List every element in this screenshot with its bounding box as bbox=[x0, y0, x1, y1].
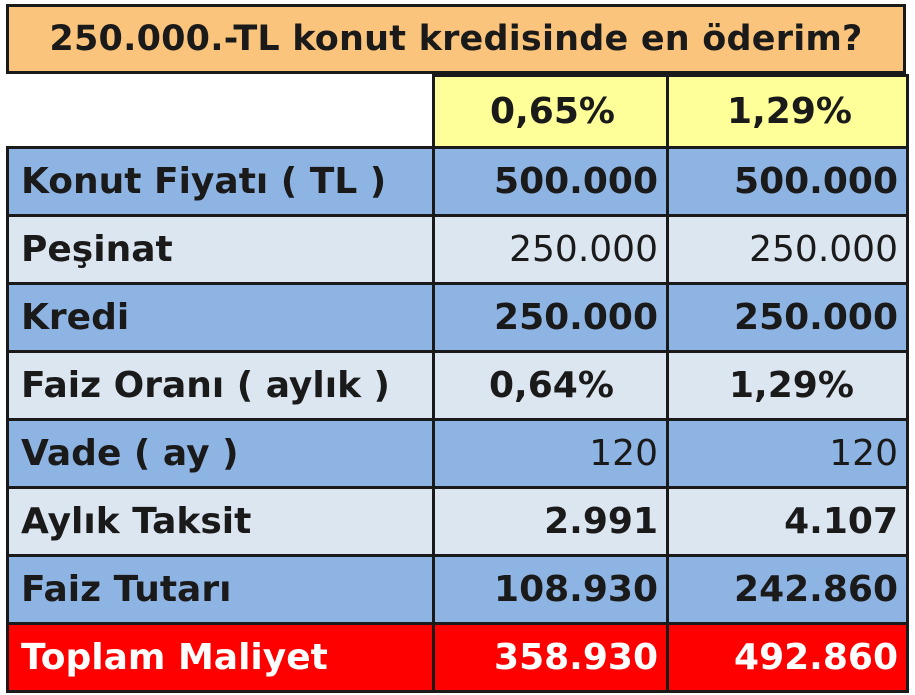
value-cell[interactable]: 120 bbox=[666, 418, 909, 489]
value-cell[interactable]: 500.000 bbox=[666, 146, 909, 217]
value-cell[interactable]: 0,64% bbox=[432, 350, 669, 421]
row-kredi: Kredi 250.000 250.000 bbox=[6, 282, 909, 353]
row-label[interactable]: Vade ( ay ) bbox=[6, 418, 435, 489]
row-toplam-maliyet: Toplam Maliyet 358.930 492.860 bbox=[6, 622, 909, 693]
row-label[interactable]: Faiz Tutarı bbox=[6, 554, 435, 625]
table-title: 250.000.-TL konut kredisinde en öderim? bbox=[6, 4, 906, 74]
row-label[interactable]: Konut Fiyatı ( TL ) bbox=[6, 146, 435, 217]
value-cell[interactable]: 500.000 bbox=[432, 146, 669, 217]
value-cell[interactable]: 2.991 bbox=[432, 486, 669, 557]
value-cell[interactable]: 250.000 bbox=[666, 282, 909, 353]
value-cell[interactable]: 250.000 bbox=[432, 282, 669, 353]
value-cell[interactable]: 250.000 bbox=[666, 214, 909, 285]
value-cell[interactable]: 492.860 bbox=[666, 622, 909, 693]
row-aylik-taksit: Aylık Taksit 2.991 4.107 bbox=[6, 486, 909, 557]
value-cell[interactable]: 250.000 bbox=[432, 214, 669, 285]
row-konut-fiyati: Konut Fiyatı ( TL ) 500.000 500.000 bbox=[6, 146, 909, 217]
rate-header-1[interactable]: 0,65% bbox=[432, 74, 669, 149]
row-vade: Vade ( ay ) 120 120 bbox=[6, 418, 909, 489]
row-label[interactable]: Peşinat bbox=[6, 214, 435, 285]
row-label[interactable]: Toplam Maliyet bbox=[6, 622, 435, 693]
row-faiz-orani: Faiz Oranı ( aylık ) 0,64% 1,29% bbox=[6, 350, 909, 421]
value-cell[interactable]: 4.107 bbox=[666, 486, 909, 557]
value-cell[interactable]: 120 bbox=[432, 418, 669, 489]
value-cell[interactable]: 242.860 bbox=[666, 554, 909, 625]
loan-comparison-table: 0,65% 1,29% Konut Fiyatı ( TL ) 500.000 … bbox=[6, 74, 909, 693]
row-faiz-tutari: Faiz Tutarı 108.930 242.860 bbox=[6, 554, 909, 625]
row-pesinat: Peşinat 250.000 250.000 bbox=[6, 214, 909, 285]
row-label[interactable]: Kredi bbox=[6, 282, 435, 353]
row-label[interactable]: Faiz Oranı ( aylık ) bbox=[6, 350, 435, 421]
rate-header-row: 0,65% 1,29% bbox=[7, 74, 909, 149]
rate-header-2[interactable]: 1,29% bbox=[666, 74, 909, 149]
empty-corner-cell bbox=[7, 75, 435, 149]
value-cell[interactable]: 358.930 bbox=[432, 622, 669, 693]
value-cell[interactable]: 1,29% bbox=[666, 350, 909, 421]
row-label[interactable]: Aylık Taksit bbox=[6, 486, 435, 557]
value-cell[interactable]: 108.930 bbox=[432, 554, 669, 625]
